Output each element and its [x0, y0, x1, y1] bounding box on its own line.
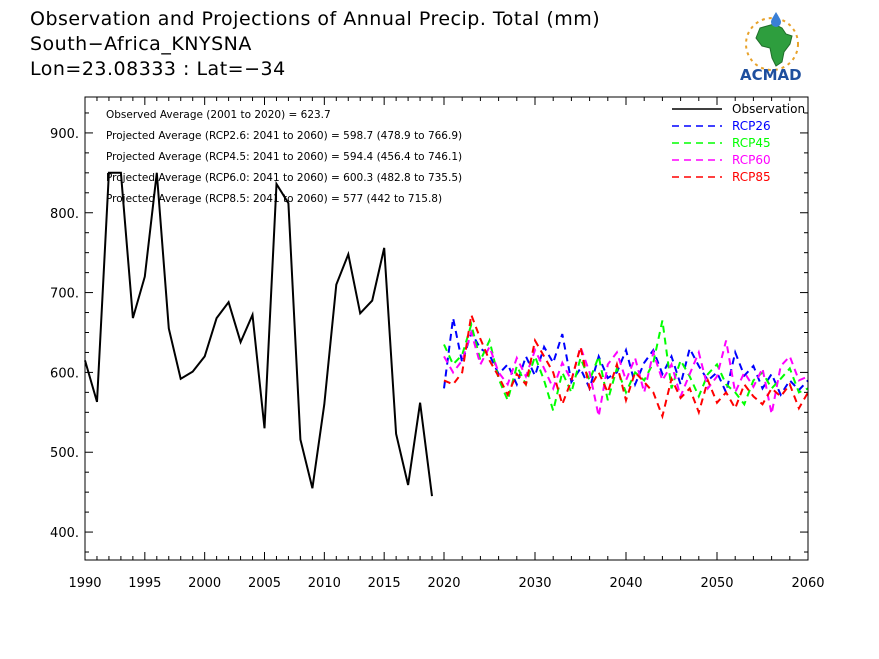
legend: Observation RCP26 RCP45 RCP60 RCP85	[672, 102, 805, 184]
x-tick-label: 2005	[248, 576, 281, 591]
x-tick-label: 2015	[368, 576, 401, 591]
y-tick-label: 900.	[50, 127, 79, 142]
africa-map-icon	[755, 23, 793, 67]
annotation-rcp26: Projected Average (RCP2.6: 2041 to 2060)…	[106, 130, 462, 142]
annotation-rcp85: Projected Average (RCP8.5: 2041 to 2060)…	[106, 193, 442, 205]
annotation-observed: Observed Average (2001 to 2020) = 623.7	[106, 109, 331, 121]
series-line-rcp60	[443, 329, 809, 417]
logo-text: ACMAD	[740, 66, 802, 84]
series-line-rcp45	[443, 320, 809, 415]
y-tick-label: 700.	[50, 287, 79, 302]
x-tick-label: 1990	[68, 576, 101, 591]
legend-label-rcp45: RCP45	[732, 136, 771, 150]
y-tick-label: 800.	[50, 207, 79, 222]
x-tick-label: 2040	[609, 576, 642, 591]
station-name: South−Africa_KNYSNA	[30, 33, 252, 55]
annotation-box: Observed Average (2001 to 2020) = 623.7 …	[106, 109, 462, 205]
acmad-logo: ACMAD	[736, 8, 820, 84]
x-tick-label: 2000	[188, 576, 221, 591]
africa-map-sun-drop-logo: ACMAD	[740, 12, 802, 84]
series-layer	[84, 171, 809, 497]
plot-frame	[84, 96, 809, 561]
x-tick-label: 2010	[308, 576, 341, 591]
annotation-rcp45: Projected Average (RCP4.5: 2041 to 2060)…	[106, 151, 462, 163]
x-tick-label: 2030	[518, 576, 551, 591]
y-tick-label: 600.	[50, 366, 79, 381]
annotation-rcp60: Projected Average (RCP6.0: 2041 to 2060)…	[106, 172, 462, 184]
x-tick-label: 1995	[128, 576, 161, 591]
water-drop-icon	[771, 12, 781, 27]
y-tick-label: 400.	[50, 526, 79, 541]
series-line-rcp26	[443, 317, 809, 397]
chart-title: Observation and Projections of Annual Pr…	[30, 8, 601, 30]
legend-label-observation: Observation	[732, 102, 805, 116]
sun-rays-icon	[745, 17, 799, 71]
x-tick-label: 2020	[427, 576, 460, 591]
legend-label-rcp85: RCP85	[732, 170, 771, 184]
x-tick-label: 2050	[700, 576, 733, 591]
series-line-rcp85	[443, 311, 809, 420]
legend-label-rcp60: RCP60	[732, 153, 771, 167]
legend-label-rcp26: RCP26	[732, 119, 771, 133]
x-tick-label: 2060	[791, 576, 824, 591]
y-tick-label: 500.	[50, 446, 79, 461]
station-coords: Lon=23.08333 : Lat=−34	[30, 58, 286, 80]
series-line-observation	[84, 171, 433, 497]
axis-layer: 400. 500. 600. 700. 800. 900. 1990 1995 2000 2005…	[50, 97, 825, 591]
